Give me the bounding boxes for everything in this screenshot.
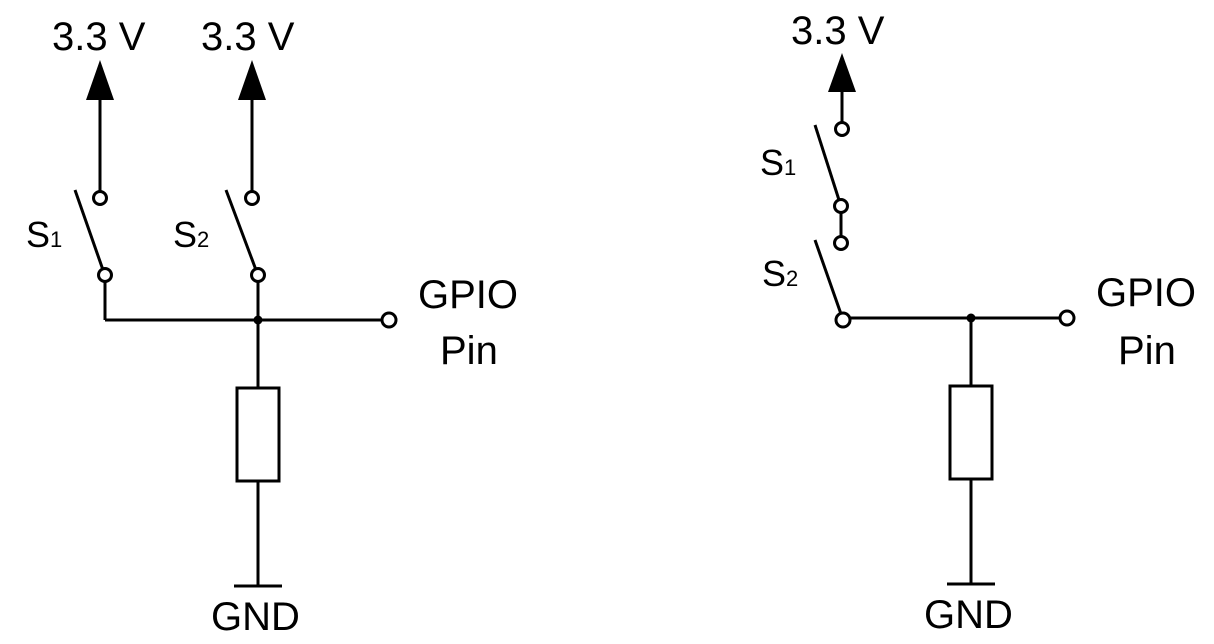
series-switch-circuit: 3.3 V S1 S2 GPIO Pin GND	[760, 9, 1196, 637]
supply-1-arrow	[86, 60, 114, 100]
supply-2-arrow	[238, 60, 266, 100]
switch-1-top-terminal	[834, 121, 850, 137]
parallel-switch-circuit: 3.3 V S1 3.3 V S2 GPIO Pin GND	[26, 15, 518, 639]
switch-1-bottom-terminal	[833, 198, 849, 214]
switch-2-blade	[224, 189, 258, 271]
switch-1-top-terminal	[92, 190, 108, 206]
switch-2-bottom-terminal	[834, 311, 852, 329]
switch-1-label: S1	[26, 214, 62, 255]
gpio-label-line-2: Pin	[1118, 329, 1176, 373]
supply-label: 3.3 V	[791, 9, 885, 53]
switch-1-blade	[813, 124, 841, 201]
switch-1-label: S1	[760, 142, 796, 183]
supply-1-label: 3.3 V	[52, 15, 146, 59]
gpio-pin-terminal	[380, 311, 398, 329]
switch-2-top-terminal	[244, 190, 260, 206]
pull-down-resistor	[235, 386, 281, 483]
switch-2-bottom-terminal	[250, 267, 266, 283]
gpio-label-line-1: GPIO	[1096, 271, 1196, 315]
gpio-label-line-2: Pin	[440, 329, 498, 373]
ground-label: GND	[924, 593, 1013, 637]
ground-label: GND	[211, 595, 300, 639]
supply-arrow	[828, 53, 856, 92]
gpio-label-line-1: GPIO	[418, 273, 518, 317]
switch-2-label: S2	[762, 253, 798, 294]
switch-1-bottom-terminal	[97, 267, 113, 283]
switch-1-blade	[73, 189, 105, 271]
switch-2-label: S2	[173, 214, 209, 255]
switch-2-top-terminal	[833, 235, 849, 251]
gpio-pin-terminal	[1058, 309, 1076, 327]
switch-2-blade	[813, 239, 843, 315]
pull-down-resistor	[948, 384, 994, 481]
junction-dot	[253, 315, 263, 325]
supply-2-label: 3.3 V	[201, 15, 295, 59]
